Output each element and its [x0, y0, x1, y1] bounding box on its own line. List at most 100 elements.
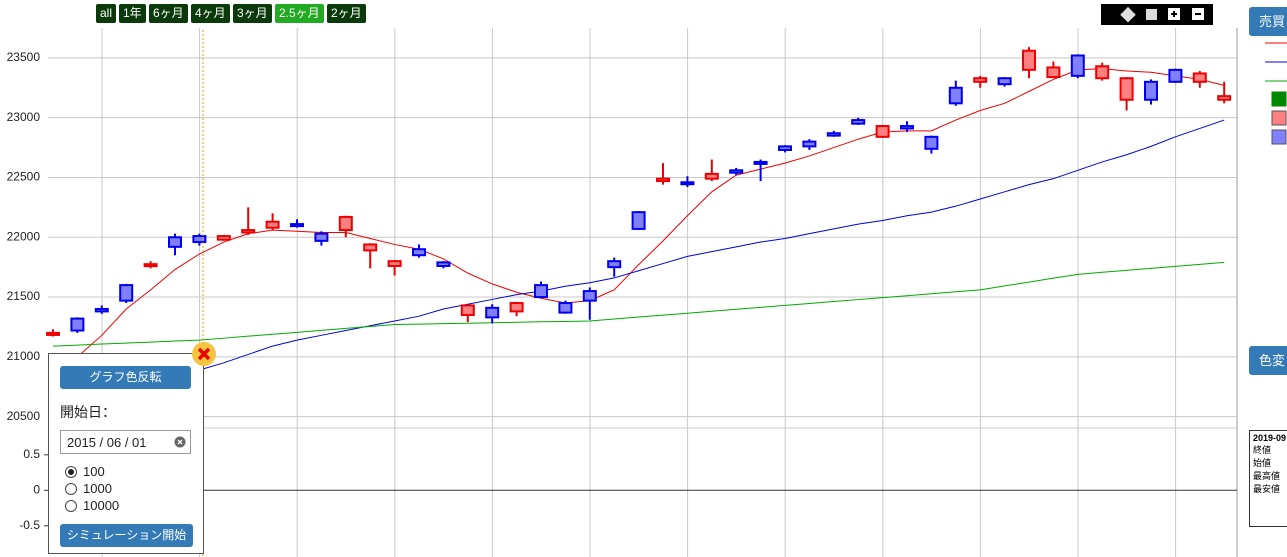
moving-average-line	[199, 119, 1225, 371]
candle-body	[778, 145, 792, 151]
candle-body	[168, 236, 182, 248]
candle-body	[460, 304, 475, 316]
y-tick-label: 23000	[7, 110, 41, 124]
range-button[interactable]: 2.5ヶ月	[275, 4, 324, 23]
y-tick-label: 21500	[7, 289, 41, 303]
legend-square	[1271, 91, 1287, 107]
candle-body	[1022, 49, 1036, 71]
start-label: 開始日：	[60, 404, 116, 420]
candle-body	[143, 263, 158, 268]
candle-body	[924, 135, 939, 150]
y-tick-label: 21000	[7, 349, 41, 363]
simulation-panel: グラフ色反転 開始日： 2015 / 06 / 01 100 1000 10000 …	[48, 353, 204, 554]
radio-dot[interactable]	[65, 499, 77, 512]
radio-label: 10000	[83, 498, 120, 513]
range-button[interactable]: all	[96, 4, 117, 23]
info-date: 2019-09	[1253, 433, 1287, 443]
candle-body	[1144, 80, 1158, 101]
amount-radio[interactable]: 100	[65, 464, 105, 479]
candle-body	[485, 306, 500, 319]
invert-button[interactable]: グラフ色反転	[60, 366, 191, 389]
grid	[101, 28, 1177, 557]
candle-body	[729, 169, 744, 174]
candle-body	[802, 140, 817, 148]
close-panel[interactable]	[190, 340, 218, 368]
amount-radio[interactable]: 1000	[65, 481, 112, 496]
amount-radio[interactable]: 10000	[65, 498, 119, 513]
candle-body	[607, 260, 622, 269]
candle-body	[509, 302, 524, 313]
candle-body	[290, 223, 304, 228]
candle-body	[558, 302, 573, 314]
trade-button[interactable]: 売買	[1249, 7, 1287, 36]
candle-body	[192, 235, 207, 244]
candle-body	[704, 172, 719, 180]
info-box: 2019-09 終値始値最高値最安値	[1249, 430, 1287, 527]
y-tick-label: 0	[33, 482, 40, 496]
candle-body	[631, 211, 646, 230]
candle-body	[656, 177, 670, 183]
candle-body	[1168, 68, 1183, 83]
candle-body	[363, 243, 378, 252]
candle-body	[241, 229, 256, 234]
y-tick-label: -0.5	[19, 518, 40, 532]
candle-body	[436, 261, 451, 267]
y-tick-label: 23500	[7, 50, 41, 64]
y-tick-label: 22000	[7, 229, 41, 243]
candle-body	[412, 248, 426, 257]
y-tick-label: 20500	[7, 409, 41, 423]
range-button[interactable]: 4ヶ月	[191, 4, 230, 23]
candle-body	[70, 317, 85, 332]
candle-body	[1046, 66, 1061, 79]
info-label: 最高値	[1253, 471, 1281, 481]
info-labels: 終値始値最高値最安値	[1253, 443, 1287, 495]
candle-body	[582, 290, 597, 302]
candle-body	[265, 220, 280, 229]
candle-body	[900, 125, 914, 130]
radio-dot[interactable]	[65, 465, 77, 478]
y-tick-label: 0.5	[23, 447, 40, 461]
clear-icon[interactable]	[174, 436, 186, 448]
candle-body	[851, 119, 866, 125]
candle-body	[216, 235, 231, 241]
info-label: 始値	[1253, 458, 1272, 468]
candle-body	[534, 284, 548, 299]
candle-body	[948, 86, 963, 105]
candle-body	[1119, 77, 1134, 101]
candle-body	[1217, 95, 1232, 101]
info-label: 最安値	[1253, 484, 1281, 494]
moving-average-line	[77, 68, 1225, 358]
radio-dot[interactable]	[65, 482, 77, 495]
candle-body	[1095, 65, 1110, 80]
range-button[interactable]: 1年	[119, 4, 146, 23]
date-input[interactable]: 2015 / 06 / 01	[60, 430, 191, 454]
candle-body	[680, 181, 695, 186]
radio-label: 100	[83, 464, 105, 479]
legend-square	[1271, 110, 1287, 126]
candle-body	[314, 232, 329, 242]
candle-body	[1192, 72, 1207, 83]
legend-square	[1271, 129, 1287, 145]
range-button[interactable]: 6ヶ月	[149, 4, 188, 23]
candle-body	[753, 160, 768, 165]
candle-body	[997, 77, 1012, 86]
candle-body	[94, 308, 109, 313]
y-tick-label: 22500	[7, 170, 41, 184]
info-label: 終値	[1253, 445, 1272, 455]
chart-toolbar	[1101, 4, 1213, 25]
range-button[interactable]: 2ヶ月	[327, 4, 366, 23]
radio-label: 1000	[83, 481, 112, 496]
range-button[interactable]: 3ヶ月	[233, 4, 272, 23]
color-button[interactable]: 色変	[1249, 346, 1287, 375]
moving-average-line	[52, 261, 1225, 347]
candle-body	[119, 284, 134, 302]
candle-body	[387, 260, 402, 267]
run-button[interactable]: シミュレーション開始	[60, 524, 193, 547]
candle-body	[826, 132, 841, 137]
candle-body	[973, 77, 988, 83]
candle-body	[1070, 54, 1085, 77]
candle-body	[338, 215, 353, 232]
toolbar-icons[interactable]	[1101, 4, 1213, 25]
